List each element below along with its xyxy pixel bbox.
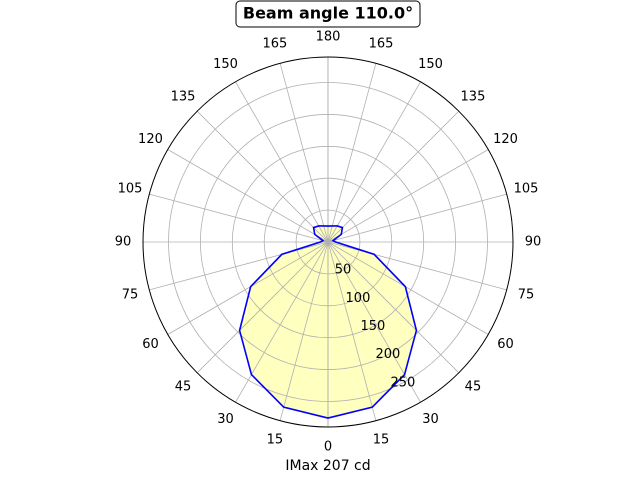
theta-tick-label: 180 — [316, 30, 341, 45]
grid-spoke — [149, 241, 329, 291]
grid-spoke — [167, 149, 329, 243]
theta-tick-label: 75 — [122, 288, 139, 303]
grid-spoke — [327, 241, 421, 403]
grid-spoke — [327, 63, 377, 243]
theta-tick-label: 60 — [142, 337, 159, 352]
grid-spoke — [196, 110, 329, 243]
theta-tick-label: 105 — [118, 181, 143, 196]
grid-spoke — [327, 241, 377, 421]
intensity-line — [238, 225, 329, 419]
theta-tick-label: 150 — [418, 57, 443, 72]
theta-tick-label: 165 — [369, 36, 394, 51]
outer-circle — [142, 56, 514, 428]
theta-tick-label: 150 — [213, 57, 238, 72]
grid-spoke — [235, 81, 329, 243]
grid-spoke — [327, 193, 507, 243]
theta-tick-label: 105 — [514, 181, 539, 196]
theta-tick-label: 120 — [493, 132, 518, 147]
r-tick-label: 100 — [346, 291, 371, 306]
theta-tick-label: 135 — [171, 90, 196, 105]
theta-tick-label: 15 — [267, 433, 284, 448]
grid-spoke — [235, 241, 329, 403]
grid-spoke — [327, 110, 460, 243]
theta-tick-label: 90 — [115, 235, 132, 250]
grid-spoke — [149, 193, 329, 243]
theta-tick-label: 60 — [497, 337, 514, 352]
title-box — [235, 0, 421, 28]
theta-tick-label: 165 — [263, 36, 288, 51]
theta-tick-label: 45 — [175, 379, 192, 394]
theta-tick-label: 90 — [525, 235, 542, 250]
theta-tick-label: 120 — [138, 132, 163, 147]
theta-tick-label: 45 — [465, 379, 482, 394]
theta-tick-label: 135 — [461, 90, 486, 105]
r-tick-label: 200 — [375, 347, 400, 362]
grid-spoke — [327, 241, 489, 335]
grid-spoke — [167, 241, 329, 335]
grid-spoke — [279, 241, 329, 421]
chart-title: Beam angle 110.0° — [243, 4, 413, 23]
grid-spoke — [327, 241, 507, 291]
theta-tick-label: 30 — [422, 412, 439, 427]
theta-tick-label: 15 — [373, 433, 390, 448]
r-tick-label: 50 — [335, 263, 352, 278]
grid-spoke — [196, 241, 329, 374]
grid-spoke — [327, 81, 421, 243]
theta-tick-label: 0 — [324, 440, 332, 455]
intensity-line — [327, 225, 418, 419]
theta-tick-label: 30 — [217, 412, 234, 427]
grid-spoke — [327, 241, 460, 374]
grid-spoke — [327, 149, 489, 243]
grid-spoke — [279, 63, 329, 243]
theta-tick-label: 75 — [518, 288, 535, 303]
r-tick-label: 250 — [390, 375, 415, 390]
x-axis-label: IMax 207 cd — [285, 458, 370, 474]
r-tick-label: 150 — [361, 319, 386, 334]
